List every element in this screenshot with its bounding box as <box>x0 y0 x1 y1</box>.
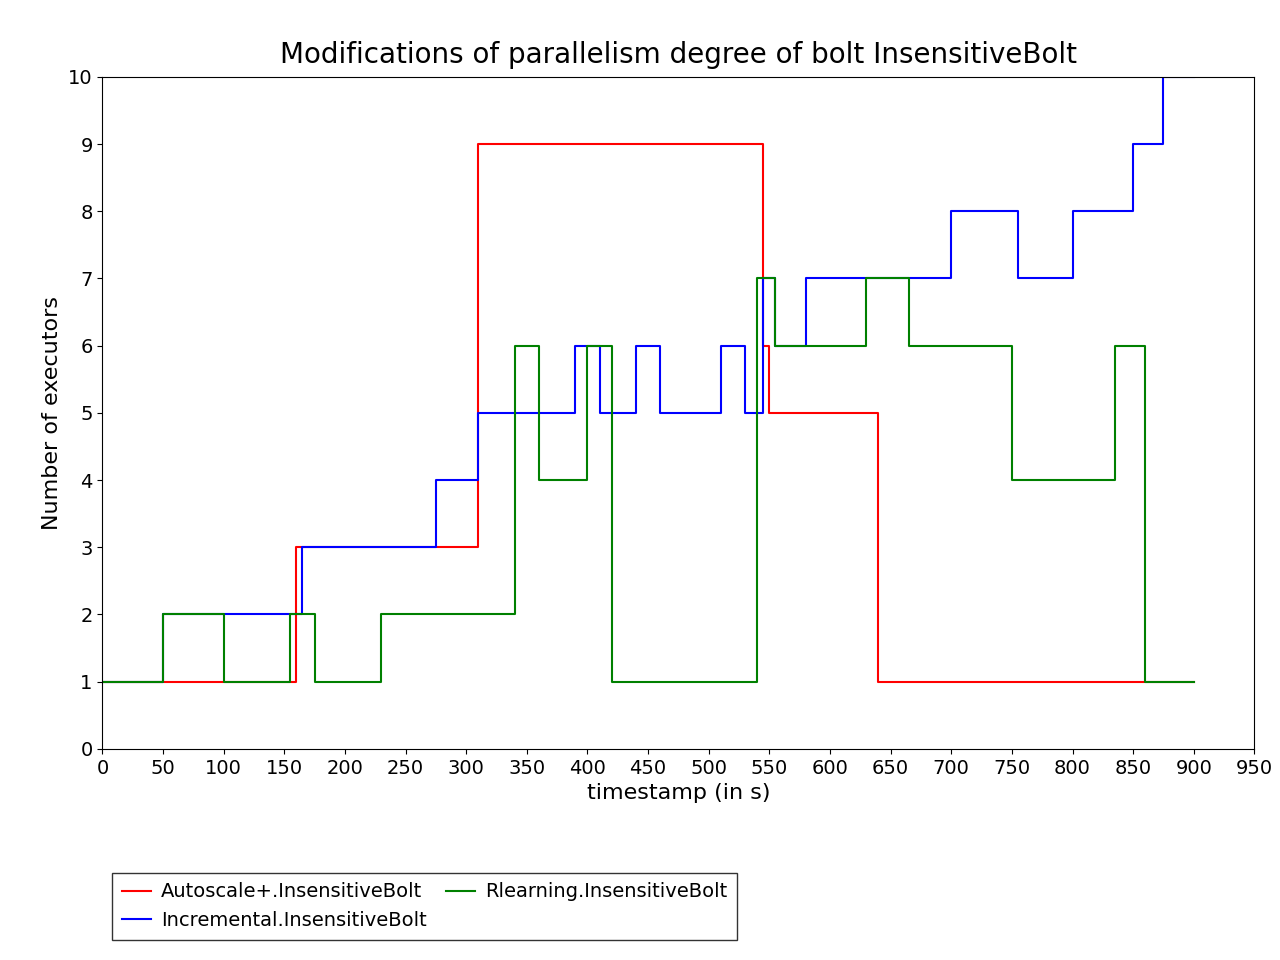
X-axis label: timestamp (in s): timestamp (in s) <box>586 783 771 804</box>
Legend: Autoscale+.InsensitiveBolt, Incremental.InsensitiveBolt, Rlearning.InsensitiveBo: Autoscale+.InsensitiveBolt, Incremental.… <box>113 873 737 940</box>
Title: Modifications of parallelism degree of bolt InsensitiveBolt: Modifications of parallelism degree of b… <box>280 41 1076 69</box>
Y-axis label: Number of executors: Number of executors <box>42 296 63 530</box>
